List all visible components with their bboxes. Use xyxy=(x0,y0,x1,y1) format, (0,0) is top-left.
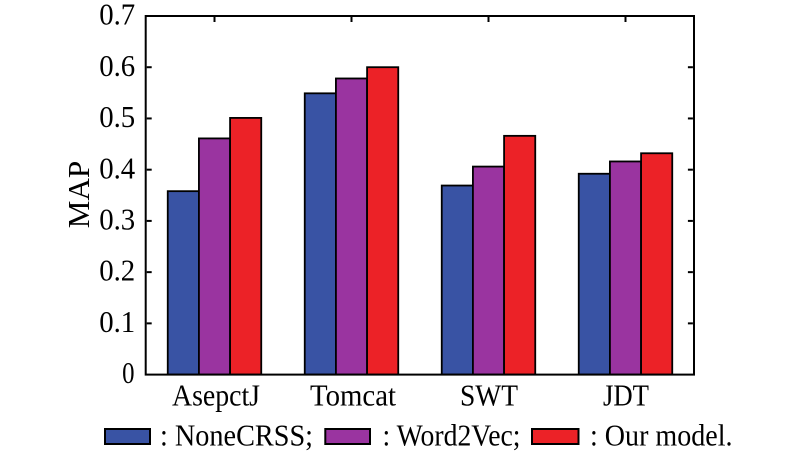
svg-text:0.6: 0.6 xyxy=(99,48,135,83)
svg-text:: Word2Vec;: : Word2Vec; xyxy=(383,418,521,453)
svg-text:MAP: MAP xyxy=(61,161,96,229)
svg-text:SWT: SWT xyxy=(460,378,518,413)
svg-text:JDT: JDT xyxy=(603,378,649,413)
svg-text:Tomcat: Tomcat xyxy=(310,378,396,413)
svg-text:0.3: 0.3 xyxy=(99,202,135,237)
svg-text:0.7: 0.7 xyxy=(99,0,135,32)
svg-text:0.5: 0.5 xyxy=(99,99,135,134)
svg-text:AsepctJ: AsepctJ xyxy=(172,378,260,413)
svg-text:0.4: 0.4 xyxy=(99,150,135,185)
svg-text:0: 0 xyxy=(122,355,134,390)
svg-text:0.1: 0.1 xyxy=(99,304,135,339)
svg-text:0.2: 0.2 xyxy=(99,253,135,288)
svg-text:: Our model.: : Our model. xyxy=(590,418,733,453)
svg-text:: NoneCRSS;: : NoneCRSS; xyxy=(160,418,313,453)
